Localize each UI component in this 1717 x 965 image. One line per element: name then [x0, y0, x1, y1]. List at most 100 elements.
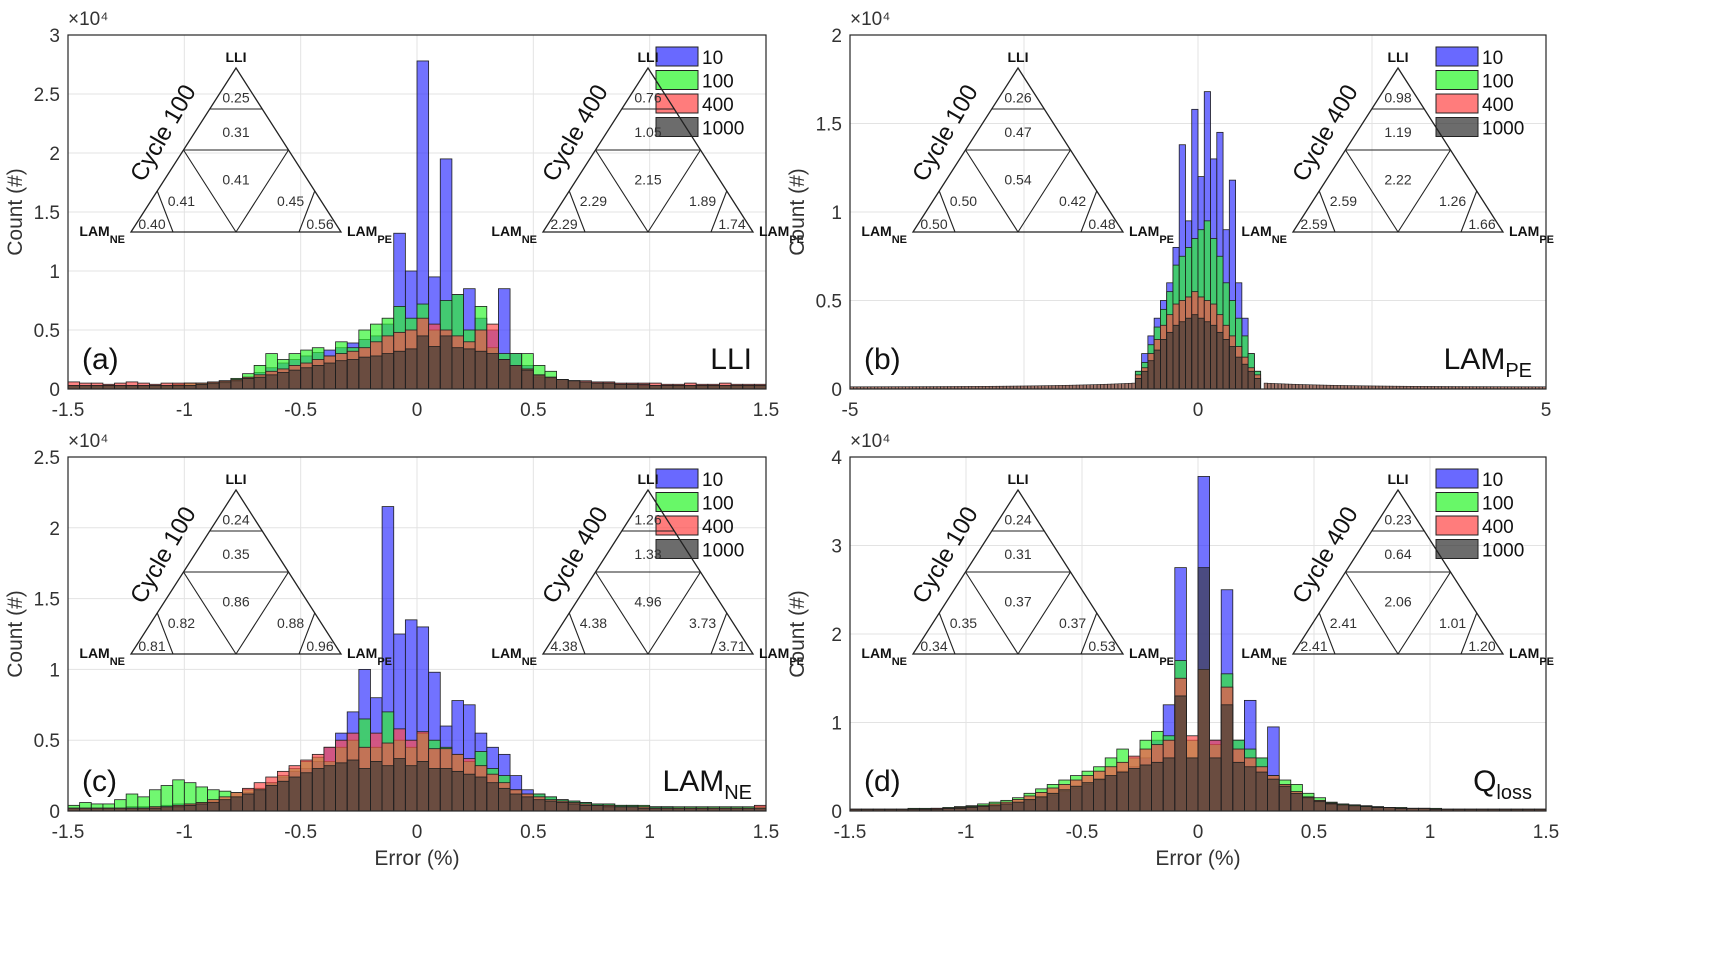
legend-label: 100: [702, 72, 734, 93]
y-tick-label: 1: [49, 660, 60, 681]
ternary-value: 0.35: [222, 546, 249, 562]
ternary-top-label: LLI: [226, 49, 247, 65]
panel-title: LAMPE: [1444, 343, 1532, 382]
x-tick-label: 0: [412, 822, 423, 843]
legend-label: 400: [702, 95, 734, 116]
ternary-left-main: LAM: [1241, 645, 1271, 661]
ternary-value: 0.23: [1384, 512, 1411, 528]
ternary-top-label: LLI: [638, 471, 659, 487]
x-tick-label: 1.5: [753, 822, 779, 843]
y-tick-label: 1: [49, 262, 60, 283]
histogram-bar: [1100, 384, 1105, 390]
legend-label: 100: [1482, 494, 1514, 515]
ternary-value: 0.25: [222, 90, 249, 106]
ternary-value: 2.59: [1300, 216, 1327, 232]
histogram-bar: [1114, 383, 1119, 390]
histogram-bar: [1220, 704, 1234, 812]
histogram-bar: [1298, 384, 1303, 390]
histogram-bar: [1012, 801, 1025, 812]
histogram-bar: [579, 804, 592, 812]
axes-frame: [67, 34, 767, 390]
histogram-bar: [195, 803, 208, 812]
histogram-bar: [1186, 757, 1199, 812]
histogram-bar: [288, 776, 302, 812]
histogram-bar: [1134, 377, 1143, 390]
panel-label: (d): [864, 765, 901, 798]
ternary-right-main: LAM: [347, 223, 377, 239]
histogram-bar: [602, 806, 616, 812]
histogram-bar: [498, 359, 511, 390]
histogram-bar: [218, 381, 232, 390]
histogram-bar: [172, 806, 185, 812]
y-multiplier: ×10⁴: [850, 9, 890, 30]
panel-title-sub: loss: [1496, 782, 1532, 804]
panel-d: -1.5 -1 -0.5 0 0.5 1 1.5 0 1 2 3 4 ×10⁴ Count (#) Erro…: [786, 431, 1559, 870]
ternary-divider: [710, 190, 728, 233]
ternary-value: 0.76: [634, 90, 661, 106]
histogram-bar: [532, 374, 546, 390]
ternary-value: 0.48: [1088, 216, 1115, 232]
legend-swatch: [655, 70, 699, 90]
ternary-divider: [235, 571, 289, 655]
histogram-bar: [1305, 384, 1310, 390]
histogram-bar: [1185, 317, 1193, 390]
histogram-bar: [1277, 383, 1282, 390]
histogram-bar: [1081, 782, 1094, 812]
ternary-right-sub: PE: [1159, 234, 1174, 246]
panel-title-sub: PE: [1505, 360, 1532, 382]
y-tick-label: 0.5: [816, 292, 842, 313]
ternary-divider: [710, 612, 728, 655]
ternary-value: 2.41: [1300, 638, 1327, 654]
histogram-bar: [1178, 321, 1186, 390]
ternary-value: 0.26: [1004, 90, 1031, 106]
histogram-bar: [404, 348, 418, 390]
ternary-value: 0.42: [1059, 193, 1086, 209]
ternary-divider: [1017, 571, 1071, 655]
histogram-bar: [1082, 384, 1087, 390]
panel-title: LLI: [710, 343, 752, 376]
y-multiplier: ×10⁴: [68, 431, 108, 452]
histogram-bar: [381, 765, 395, 812]
ternary-left-sub: NE: [110, 234, 125, 246]
ternary-value: 1.26: [1439, 193, 1466, 209]
x-tick-label: -0.5: [1066, 822, 1099, 843]
x-tick-label: -1.5: [834, 822, 867, 843]
histogram-bar: [451, 347, 464, 390]
legend-label: 10: [702, 48, 723, 69]
histogram-bar: [1162, 757, 1176, 812]
ternary-divider: [965, 571, 1019, 655]
ternary-right-main: LAM: [1129, 645, 1159, 661]
panel-label: (c): [82, 765, 117, 798]
y-tick-label: 1.5: [34, 203, 60, 224]
histogram-bar: [370, 355, 383, 390]
ternary-left-label: LAMNE: [1241, 223, 1287, 246]
ternary-value: 3.71: [718, 638, 745, 654]
histogram-bar: [1104, 775, 1118, 812]
histogram-bar: [428, 346, 441, 390]
x-tick-label: 1: [1425, 822, 1436, 843]
y-tick-label: 0: [831, 380, 842, 401]
ternary-right-label: LAMPE: [347, 645, 392, 668]
histogram-bar: [1295, 384, 1300, 390]
ternary-value: 4.38: [580, 615, 607, 631]
y-axis-label: Count (#): [4, 590, 27, 678]
legend-label: 1000: [702, 541, 744, 562]
histogram-bar: [439, 768, 453, 812]
ternary-value: 0.96: [306, 638, 333, 654]
ternary-divider: [938, 612, 956, 655]
histogram-bar: [591, 382, 604, 390]
histogram-bar: [393, 758, 406, 812]
histogram-bar: [567, 380, 581, 390]
y-tick-label: 1: [831, 203, 842, 224]
ternary-value: 0.98: [1384, 90, 1411, 106]
histogram-bar: [370, 761, 383, 812]
histogram-bar: [428, 768, 441, 812]
ternary-right-main: LAM: [1509, 645, 1539, 661]
histogram-bar: [1210, 324, 1218, 390]
x-tick-label: 5: [1541, 400, 1552, 421]
panel-a: -1.5 -1 -0.5 0 0.5 1 1.5 0 0.5 1 1.5 2 2.5 3 ×10⁴ Count…: [4, 9, 804, 421]
y-tick-label: 2: [831, 26, 842, 47]
legend-swatch: [1435, 515, 1479, 536]
ternary-left-sub: NE: [892, 656, 907, 668]
